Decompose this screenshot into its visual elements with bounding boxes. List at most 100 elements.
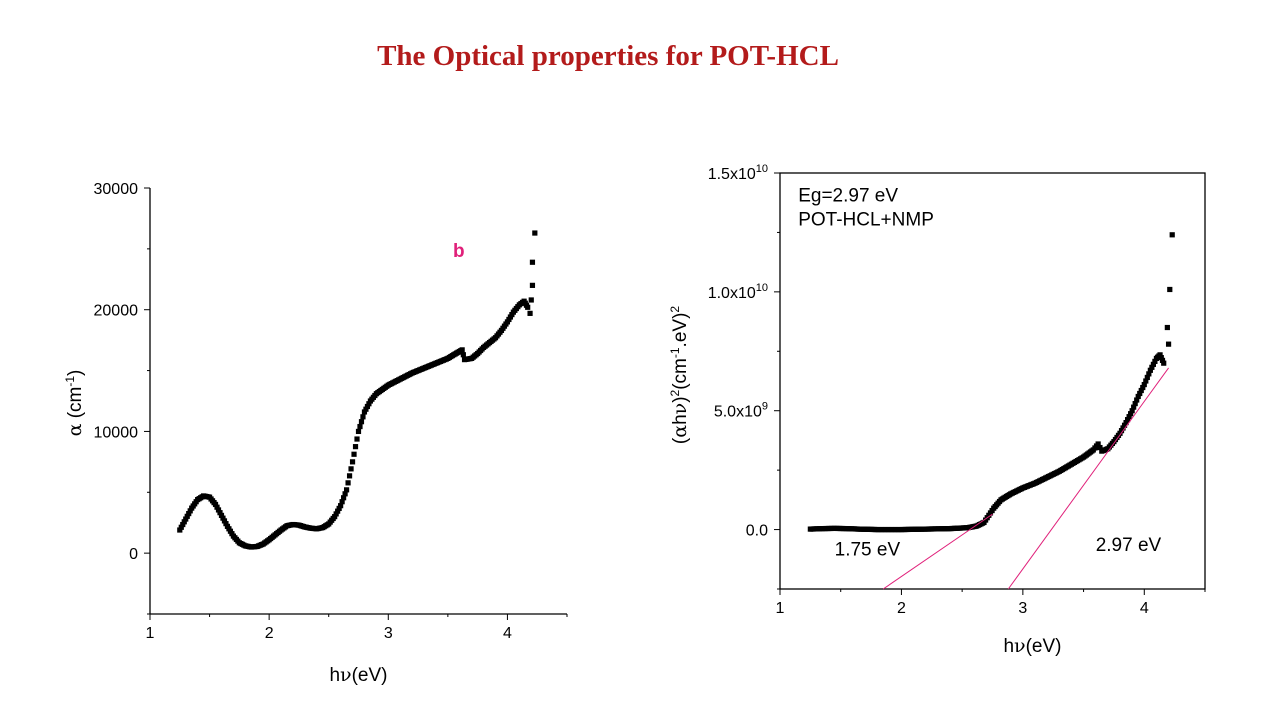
chart1-y-tick-label: 30000 <box>94 181 139 198</box>
chart2-x-tick-label: 4 <box>1140 600 1149 617</box>
chart2-data-point <box>1120 425 1126 431</box>
chart1-data-point <box>349 459 356 465</box>
chart1-data-point <box>360 414 366 420</box>
chart2-annotation: Eg=2.97 eV <box>798 186 898 207</box>
chart1-data-point <box>332 514 338 520</box>
chart2-plot-frame <box>779 172 1206 590</box>
chart1-data-point <box>177 527 183 533</box>
chart1-x-axis-title: hν(eV) <box>329 664 387 686</box>
chart1-data-point <box>181 519 187 525</box>
chart1-data-point <box>363 406 369 412</box>
chart1-data-point <box>361 409 368 415</box>
chart1-data-point <box>357 423 363 430</box>
chart1-data-point <box>358 419 365 425</box>
chart1-y-tick-label: 10000 <box>94 424 139 441</box>
chart1-panel-label: b <box>453 241 465 262</box>
chart2-data-point <box>1123 420 1129 426</box>
chart2-data-point <box>1152 358 1158 364</box>
chart1-data-point <box>186 510 192 517</box>
chart2-x-tick-label: 2 <box>897 600 906 617</box>
chart2-y-axis-title: (αhν)2(cm-1.eV)2 <box>668 306 691 445</box>
chart2-x-tick-label: 3 <box>1018 600 1027 617</box>
chart2-data-point <box>1146 371 1152 377</box>
chart2-data-point <box>1169 232 1175 238</box>
chart2-data-point <box>1124 417 1131 423</box>
chart1-x-tick-label: 4 <box>503 625 512 642</box>
chart1-data-point <box>215 507 222 513</box>
chart1-data-point <box>351 451 357 457</box>
chart1-data-point <box>187 508 193 514</box>
chart2-y-tick-label: 5.0x109 <box>714 401 768 421</box>
chart1-data-point <box>354 436 360 442</box>
chart1-x-tick-label: 2 <box>265 625 274 642</box>
chart2-annotation: 2.97 eV <box>1096 535 1162 556</box>
chart2-data-point <box>1135 393 1141 400</box>
chart1-data-point <box>532 230 538 236</box>
chart2-data-point <box>1129 408 1135 414</box>
chart2-data-point <box>1128 411 1134 417</box>
chart1-data-point <box>184 513 190 519</box>
chart2-data-point <box>1134 397 1140 403</box>
chart2-data-point <box>1140 384 1146 391</box>
chart2-data-point <box>1117 430 1123 436</box>
chart2-fit-line-1 <box>882 513 993 590</box>
chart1-data-point <box>342 491 348 497</box>
chart1-data-point <box>218 512 225 519</box>
chart1-data-point <box>178 524 184 530</box>
chart2-y-tick-label: 1.5x1010 <box>708 163 768 183</box>
chart2-data-point <box>1097 444 1103 451</box>
chart1-data-point <box>333 511 339 517</box>
chart2-data-point <box>1158 355 1164 361</box>
chart2-annotation: 1.75 eV <box>835 540 901 561</box>
chart1-data-point <box>355 428 362 435</box>
chart1-data-point <box>345 480 351 486</box>
chart1-data-point <box>220 515 226 521</box>
chart2-data-point <box>1159 357 1166 363</box>
chart1-data-point <box>183 516 189 522</box>
chart1-data-point <box>529 259 536 265</box>
chart2-data-point <box>1095 441 1101 447</box>
chart1-data-point <box>459 347 465 353</box>
chart2-y-tick-label: 1.0x1010 <box>708 282 768 302</box>
chart2-data-point <box>1164 324 1170 331</box>
chart2-data-point <box>1141 381 1147 388</box>
chart1-y-tick-label: 20000 <box>94 303 139 320</box>
chart1-data-point <box>335 508 341 514</box>
chart2-data-point <box>1143 378 1149 384</box>
chart2-data-point <box>1121 422 1128 428</box>
chart2-data-point <box>1144 374 1150 381</box>
chart2-data-point <box>1138 387 1144 394</box>
chart2-data-point <box>1165 341 1172 347</box>
chart2-data-point <box>1150 361 1156 367</box>
chart1-data-point <box>525 304 531 310</box>
chart1-data-point <box>348 466 354 472</box>
chart1-data-point <box>346 473 353 479</box>
chart2-data-point <box>1157 352 1163 358</box>
chart2-data-point <box>1167 286 1173 293</box>
chart1-x-tick-label: 3 <box>384 625 393 642</box>
chart1-data-point <box>180 521 186 528</box>
chart1-data-point <box>343 487 350 493</box>
chart2-data-point <box>1131 404 1137 410</box>
chart1-data-point <box>339 499 345 505</box>
chart2-annotation: POT-HCL+NMP <box>798 209 934 230</box>
chart1-data-point <box>221 518 228 524</box>
chart2-data-point <box>1118 428 1125 434</box>
chart2-data-point <box>1132 400 1138 407</box>
chart1-data-point <box>217 510 223 516</box>
chart2-x-axis-title: hν(eV) <box>1003 635 1061 657</box>
chart-tauc-plot: 1 2 3 4 0.0 5.0x109 1.0x1010 1.5x1010 Eg=2.97 eV… <box>668 163 1206 657</box>
chart1-y-axis-title: α (cm-1) <box>63 370 86 437</box>
chart2-y-tick-label: 0.0 <box>746 523 768 540</box>
chart2-data-point <box>1147 367 1153 373</box>
chart1-y-tick-label: 0 <box>129 546 138 563</box>
chart1-data-point <box>214 504 220 510</box>
chart1-data-point <box>366 401 372 407</box>
chart1-data-point <box>336 505 342 512</box>
chart2-x-tick-label: 1 <box>776 600 785 617</box>
chart1-data-point <box>528 297 534 303</box>
chart2-data-point <box>1149 364 1155 370</box>
chart2-data-point <box>1126 414 1132 420</box>
chart1-data-point <box>352 444 359 450</box>
